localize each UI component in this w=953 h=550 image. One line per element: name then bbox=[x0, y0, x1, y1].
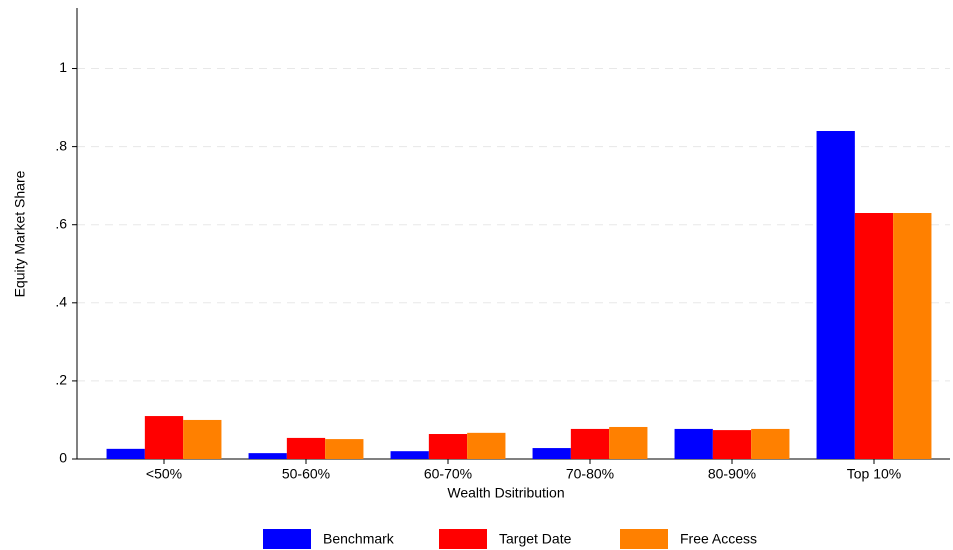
bar bbox=[428, 434, 468, 459]
legend-swatch bbox=[263, 529, 311, 549]
legend-label: Free Access bbox=[680, 531, 757, 547]
y-tick-label: .8 bbox=[55, 137, 67, 153]
bar bbox=[751, 428, 790, 459]
y-tick-label: 1 bbox=[59, 59, 67, 75]
bar bbox=[248, 453, 287, 459]
legend-label: Benchmark bbox=[323, 531, 395, 547]
y-tick-label: 0 bbox=[59, 450, 67, 466]
bar bbox=[712, 430, 752, 459]
bar bbox=[390, 451, 429, 459]
x-tick-label: 70-80% bbox=[566, 466, 614, 482]
x-tick-label: <50% bbox=[146, 466, 182, 482]
x-tick-label: 80-90% bbox=[708, 466, 756, 482]
bar bbox=[570, 428, 610, 459]
legend-swatch bbox=[620, 529, 668, 549]
bar bbox=[674, 428, 713, 459]
bar bbox=[183, 419, 222, 459]
bar bbox=[467, 432, 506, 459]
bar bbox=[816, 131, 855, 459]
y-axis-label: Equity Market Share bbox=[12, 170, 28, 297]
bar bbox=[609, 426, 648, 459]
y-tick-label: .6 bbox=[55, 215, 67, 231]
legend-label: Target Date bbox=[499, 531, 572, 547]
bar bbox=[854, 213, 894, 459]
legend-swatch bbox=[439, 529, 487, 549]
x-axis-label: Wealth Dsitribution bbox=[447, 485, 564, 501]
y-tick-label: .2 bbox=[55, 372, 67, 388]
bar bbox=[325, 439, 364, 459]
x-tick-label: 60-70% bbox=[424, 466, 472, 482]
bar bbox=[893, 213, 932, 459]
x-tick-label: Top 10% bbox=[847, 466, 901, 482]
y-tick-label: .4 bbox=[55, 294, 67, 310]
bar bbox=[106, 448, 145, 459]
x-tick-label: 50-60% bbox=[282, 466, 330, 482]
bar bbox=[144, 416, 184, 459]
bar bbox=[286, 437, 326, 459]
bar bbox=[532, 448, 571, 459]
